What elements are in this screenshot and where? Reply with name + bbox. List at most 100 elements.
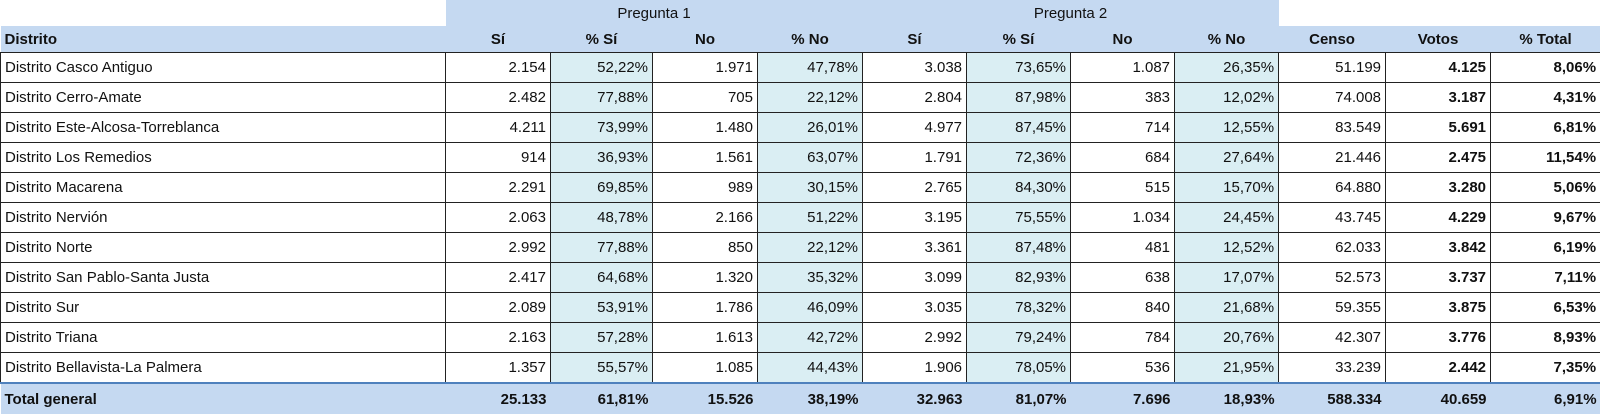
cell: 714: [1070, 112, 1176, 143]
row-label: Distrito: [0, 26, 446, 53]
cell: 2.163: [445, 322, 551, 353]
cell: 6,91%: [1490, 382, 1600, 414]
cell: 63,07%: [756, 142, 864, 173]
cell: 22,12%: [756, 232, 864, 263]
cell: 1.357: [445, 352, 551, 384]
cell: 2.291: [445, 172, 551, 203]
cell: 515: [1070, 172, 1176, 203]
cell: 2.765: [862, 172, 968, 203]
cell: 11,54%: [1490, 142, 1600, 173]
cell: 62.033: [1278, 232, 1387, 263]
cell: 1.613: [652, 322, 758, 353]
data-row: Distrito Bellavista-La Palmera 1.357 55,57…: [0, 352, 1600, 384]
row-label: Distrito San Pablo-Santa Justa: [0, 262, 446, 293]
data-row: Distrito Macarena 2.291 69,85% 989 30,15% 2.7…: [0, 172, 1600, 203]
cell: 72,36%: [966, 142, 1072, 173]
row-label: Distrito Los Remedios: [0, 142, 446, 173]
cell: 64.880: [1278, 172, 1387, 203]
cell: 3.195: [862, 202, 968, 233]
cell: 87,98%: [966, 82, 1072, 113]
cell: 4.211: [445, 112, 551, 143]
cell: 42,72%: [756, 322, 864, 353]
cell: 1.085: [652, 352, 758, 384]
row-label: Distrito Cerro-Amate: [0, 82, 446, 113]
row-label: Distrito Norte: [0, 232, 446, 263]
cell: Votos: [1385, 26, 1491, 53]
cell: 83.549: [1278, 112, 1387, 143]
cell: 1.480: [652, 112, 758, 143]
row-label: Distrito Sur: [0, 292, 446, 323]
cell: 12,55%: [1174, 112, 1280, 143]
cell: 6,53%: [1490, 292, 1600, 323]
cell: 82,93%: [966, 262, 1072, 293]
cell: 1.561: [652, 142, 758, 173]
data-row: Distrito San Pablo-Santa Justa 2.417 64,68…: [0, 262, 1600, 293]
cell: 1.034: [1070, 202, 1176, 233]
cell: 1.971: [652, 52, 758, 83]
cell: % Sí: [966, 26, 1071, 53]
cell: 784: [1070, 322, 1176, 353]
cell: 3.187: [1385, 82, 1492, 113]
row-label: Distrito Casco Antiguo: [0, 52, 446, 83]
cell: 684: [1070, 142, 1176, 173]
group-header: Pregunta 1: [445, 0, 863, 26]
cell: 52,22%: [550, 52, 653, 83]
cell: 21,68%: [1174, 292, 1280, 323]
cell: 3.035: [862, 292, 968, 323]
cell: 2.089: [445, 292, 551, 323]
cell: 7,11%: [1490, 262, 1600, 293]
cell: 21.446: [1278, 142, 1387, 173]
cell: 33.239: [1278, 352, 1387, 384]
cell: 4.977: [862, 112, 968, 143]
cell: Sí: [862, 26, 967, 53]
cell: 914: [445, 142, 551, 173]
cell: 1.906: [862, 352, 968, 384]
cell: 9,67%: [1490, 202, 1600, 233]
cell: 69,85%: [550, 172, 653, 203]
cell: 2.992: [445, 232, 551, 263]
cell: 78,32%: [966, 292, 1072, 323]
cell: 2.475: [1385, 142, 1492, 173]
cell: 536: [1070, 352, 1176, 384]
data-row: Distrito Sur 2.089 53,91% 1.786 46,09% 3.035 7…: [0, 292, 1600, 323]
cell: 8,06%: [1490, 52, 1600, 83]
cell: 4.229: [1385, 202, 1492, 233]
cell: 51,22%: [756, 202, 864, 233]
cell: % Total: [1490, 26, 1600, 53]
cell: 47,78%: [756, 52, 864, 83]
row-label: Distrito Macarena: [0, 172, 446, 203]
cell: % No: [1174, 26, 1279, 53]
cell: 3.776: [1385, 322, 1492, 353]
cell: 5,06%: [1490, 172, 1600, 203]
cell: 7,35%: [1490, 352, 1600, 384]
cell: 78,05%: [966, 352, 1072, 384]
cell: 21,95%: [1174, 352, 1280, 384]
cell: Censo: [1278, 26, 1386, 53]
cell: 6,19%: [1490, 232, 1600, 263]
cell: 27,64%: [1174, 142, 1280, 173]
cell: Sí: [445, 26, 551, 53]
cell: 87,48%: [966, 232, 1072, 263]
cell: 588.334: [1278, 382, 1386, 414]
cell: 26,01%: [756, 112, 864, 143]
cell: 15.526: [652, 382, 758, 414]
cell: 44,43%: [756, 352, 864, 384]
cell: 5.691: [1385, 112, 1492, 143]
cell: 38,19%: [757, 382, 863, 414]
cell: 2.154: [445, 52, 551, 83]
cell: 4,31%: [1490, 82, 1600, 113]
cell: 35,32%: [756, 262, 864, 293]
cell: 32.963: [862, 382, 967, 414]
row-label: Distrito Triana: [0, 322, 446, 353]
blank-cell: [1279, 0, 1600, 26]
data-row: Distrito Triana 2.163 57,28% 1.613 42,72% 2.9…: [0, 322, 1600, 353]
data-row: Distrito Nervión 2.063 48,78% 2.166 51,22% 3.…: [0, 202, 1600, 233]
cell: 18,93%: [1174, 382, 1279, 414]
cell: 42.307: [1278, 322, 1387, 353]
blank-cell: [1, 0, 446, 26]
row-label: Distrito Este-Alcosa-Torreblanca: [0, 112, 446, 143]
cell: 40.659: [1385, 382, 1491, 414]
cell: No: [652, 26, 758, 53]
cell: 26,35%: [1174, 52, 1280, 83]
